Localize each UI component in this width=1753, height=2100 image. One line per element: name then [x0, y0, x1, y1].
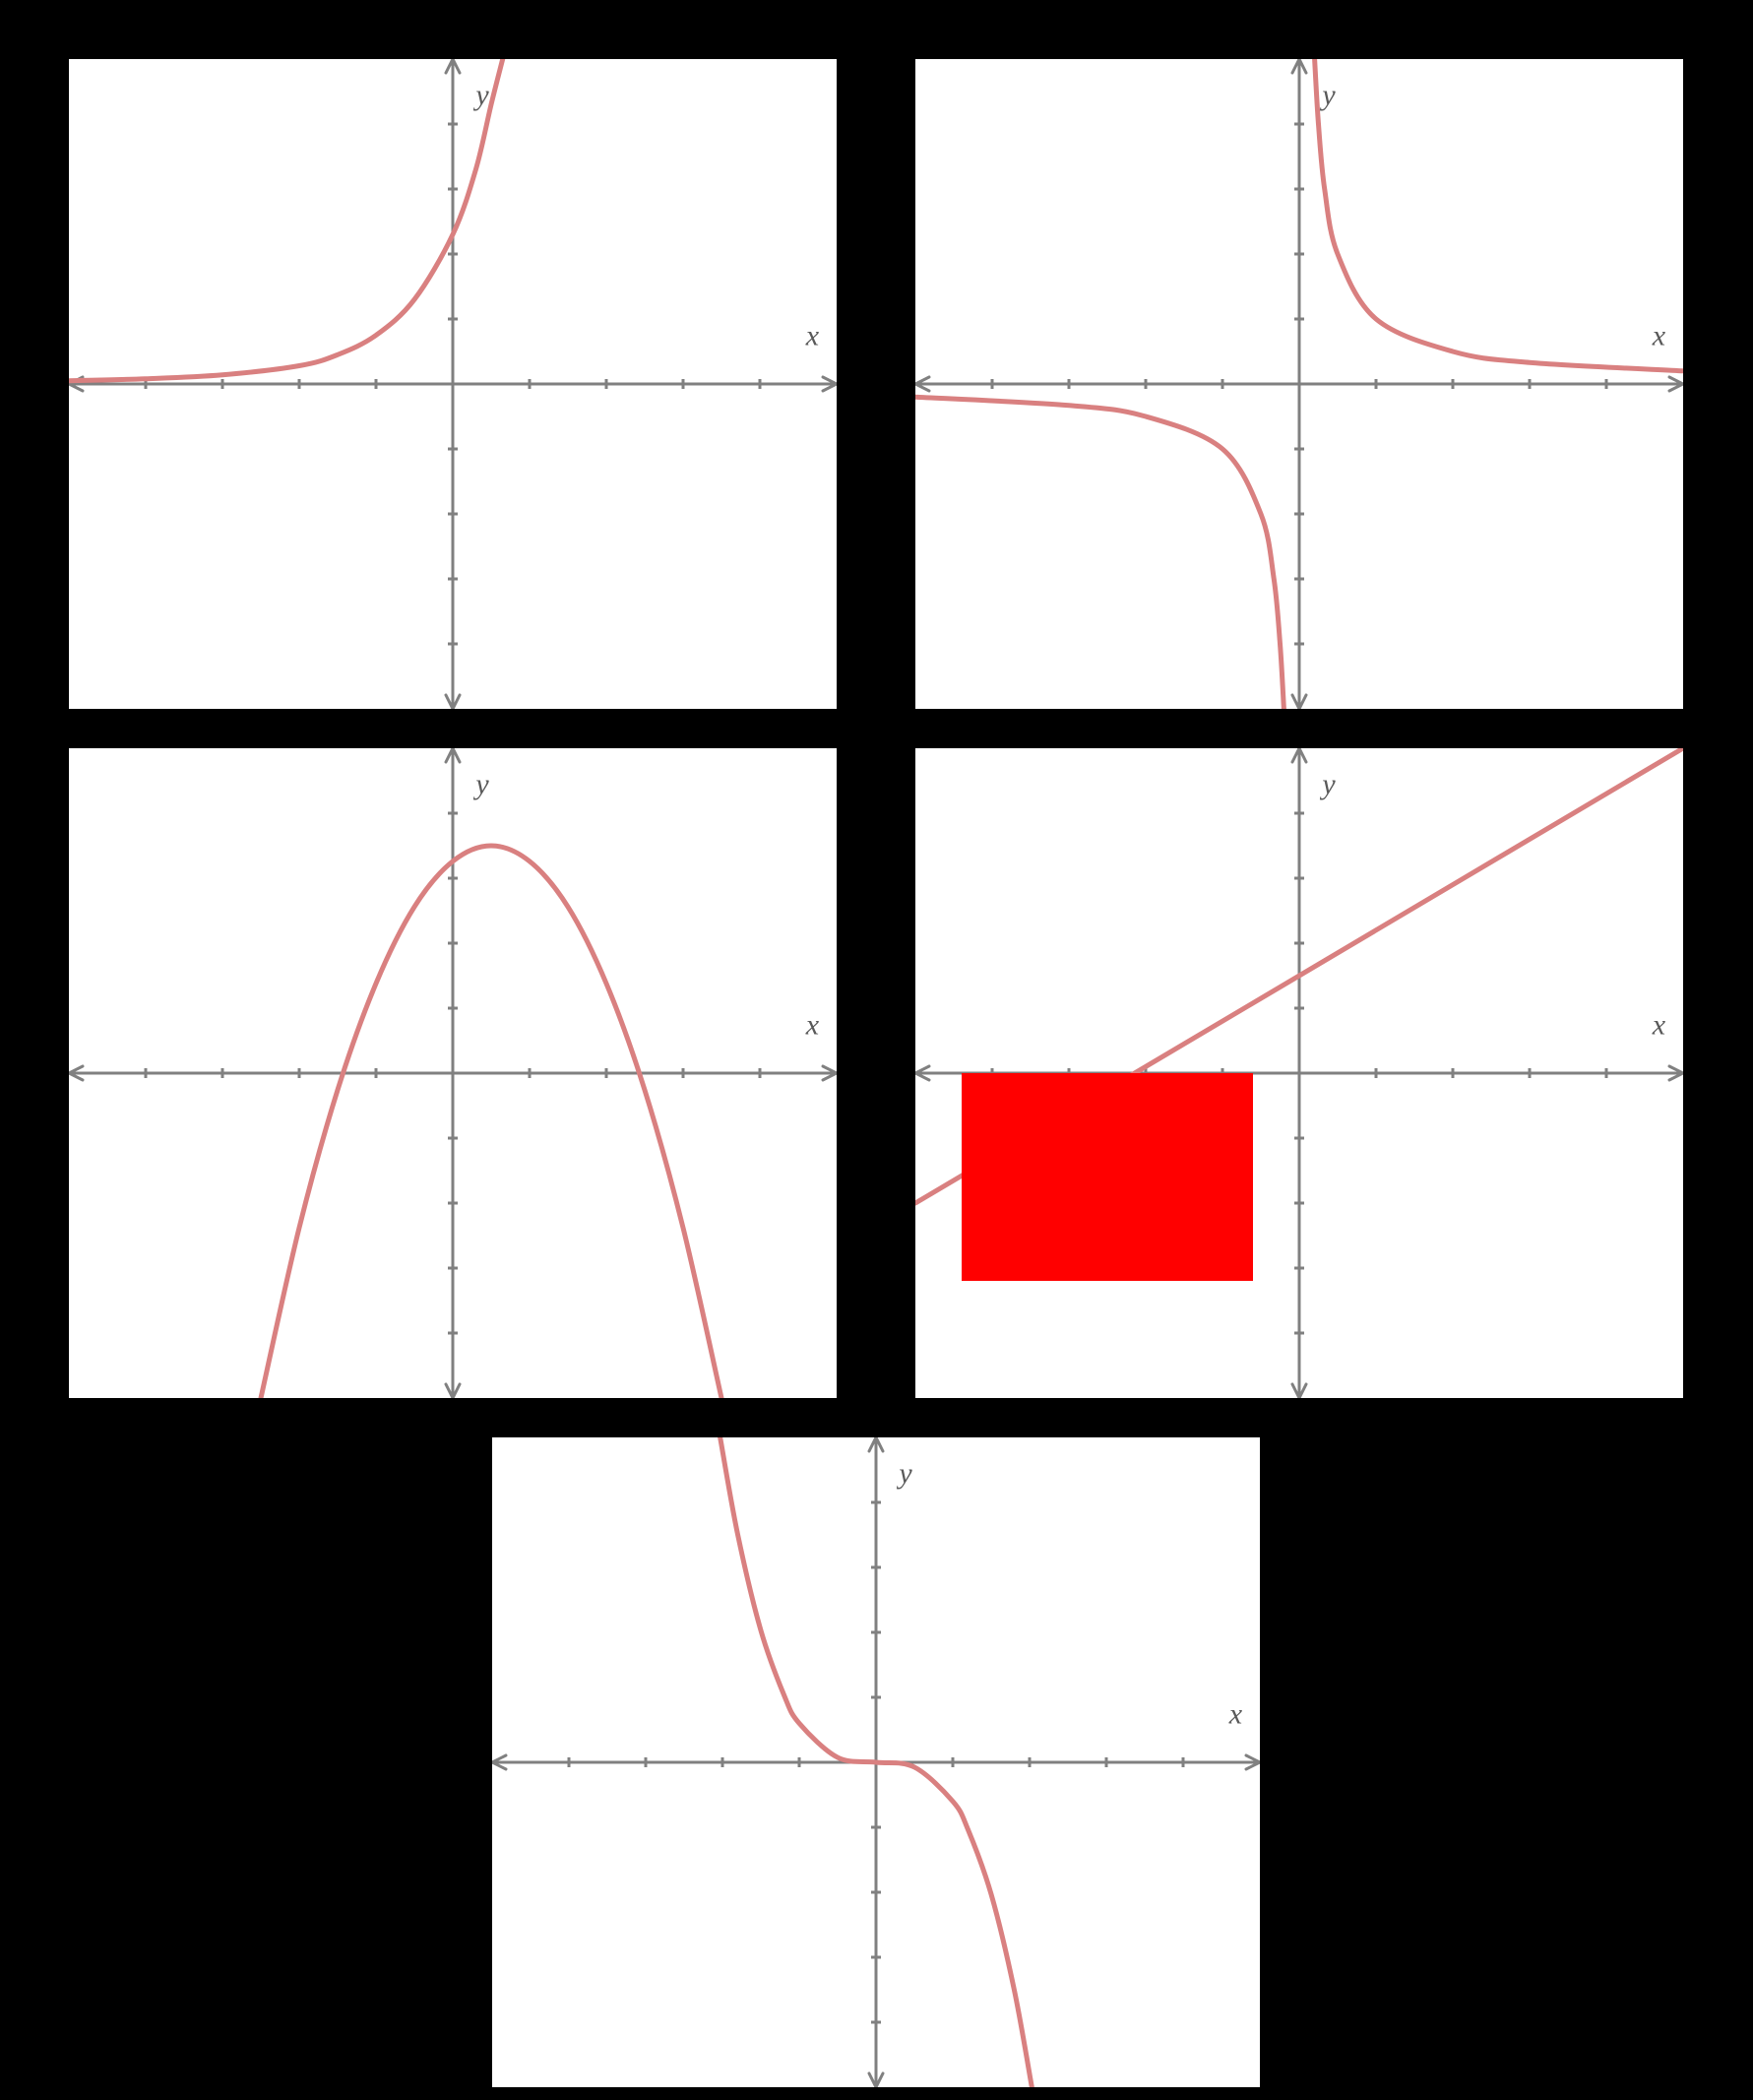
chart-panel-p5: xy: [492, 1437, 1260, 2087]
chart-svg-p1: xy: [69, 59, 837, 709]
axes: [915, 59, 1683, 709]
chart-svg-p3: xy: [69, 748, 837, 1398]
axes: [69, 59, 837, 709]
ylabel: y: [896, 1457, 912, 1490]
red-highlight-box: [962, 1073, 1253, 1281]
axes: [69, 748, 837, 1398]
curve: [69, 59, 503, 381]
xlabel: x: [805, 319, 820, 351]
xlabel: x: [805, 1008, 820, 1041]
ylabel: y: [1319, 768, 1336, 800]
curve: [915, 397, 1283, 709]
chart-panel-p1: xy: [69, 59, 837, 709]
chart-panel-p2: xy: [915, 59, 1683, 709]
chart-panel-p3: xy: [69, 748, 837, 1398]
chart-svg-p2: xy: [915, 59, 1683, 709]
curve: [261, 846, 721, 1398]
xlabel: x: [1652, 1008, 1666, 1041]
ylabel: y: [472, 79, 489, 111]
xlabel: x: [1228, 1697, 1243, 1730]
curve: [1315, 59, 1683, 371]
ylabel: y: [472, 768, 489, 800]
xlabel: x: [1652, 319, 1666, 351]
chart-svg-p5: xy: [492, 1437, 1260, 2087]
ylabel: y: [1319, 79, 1336, 111]
